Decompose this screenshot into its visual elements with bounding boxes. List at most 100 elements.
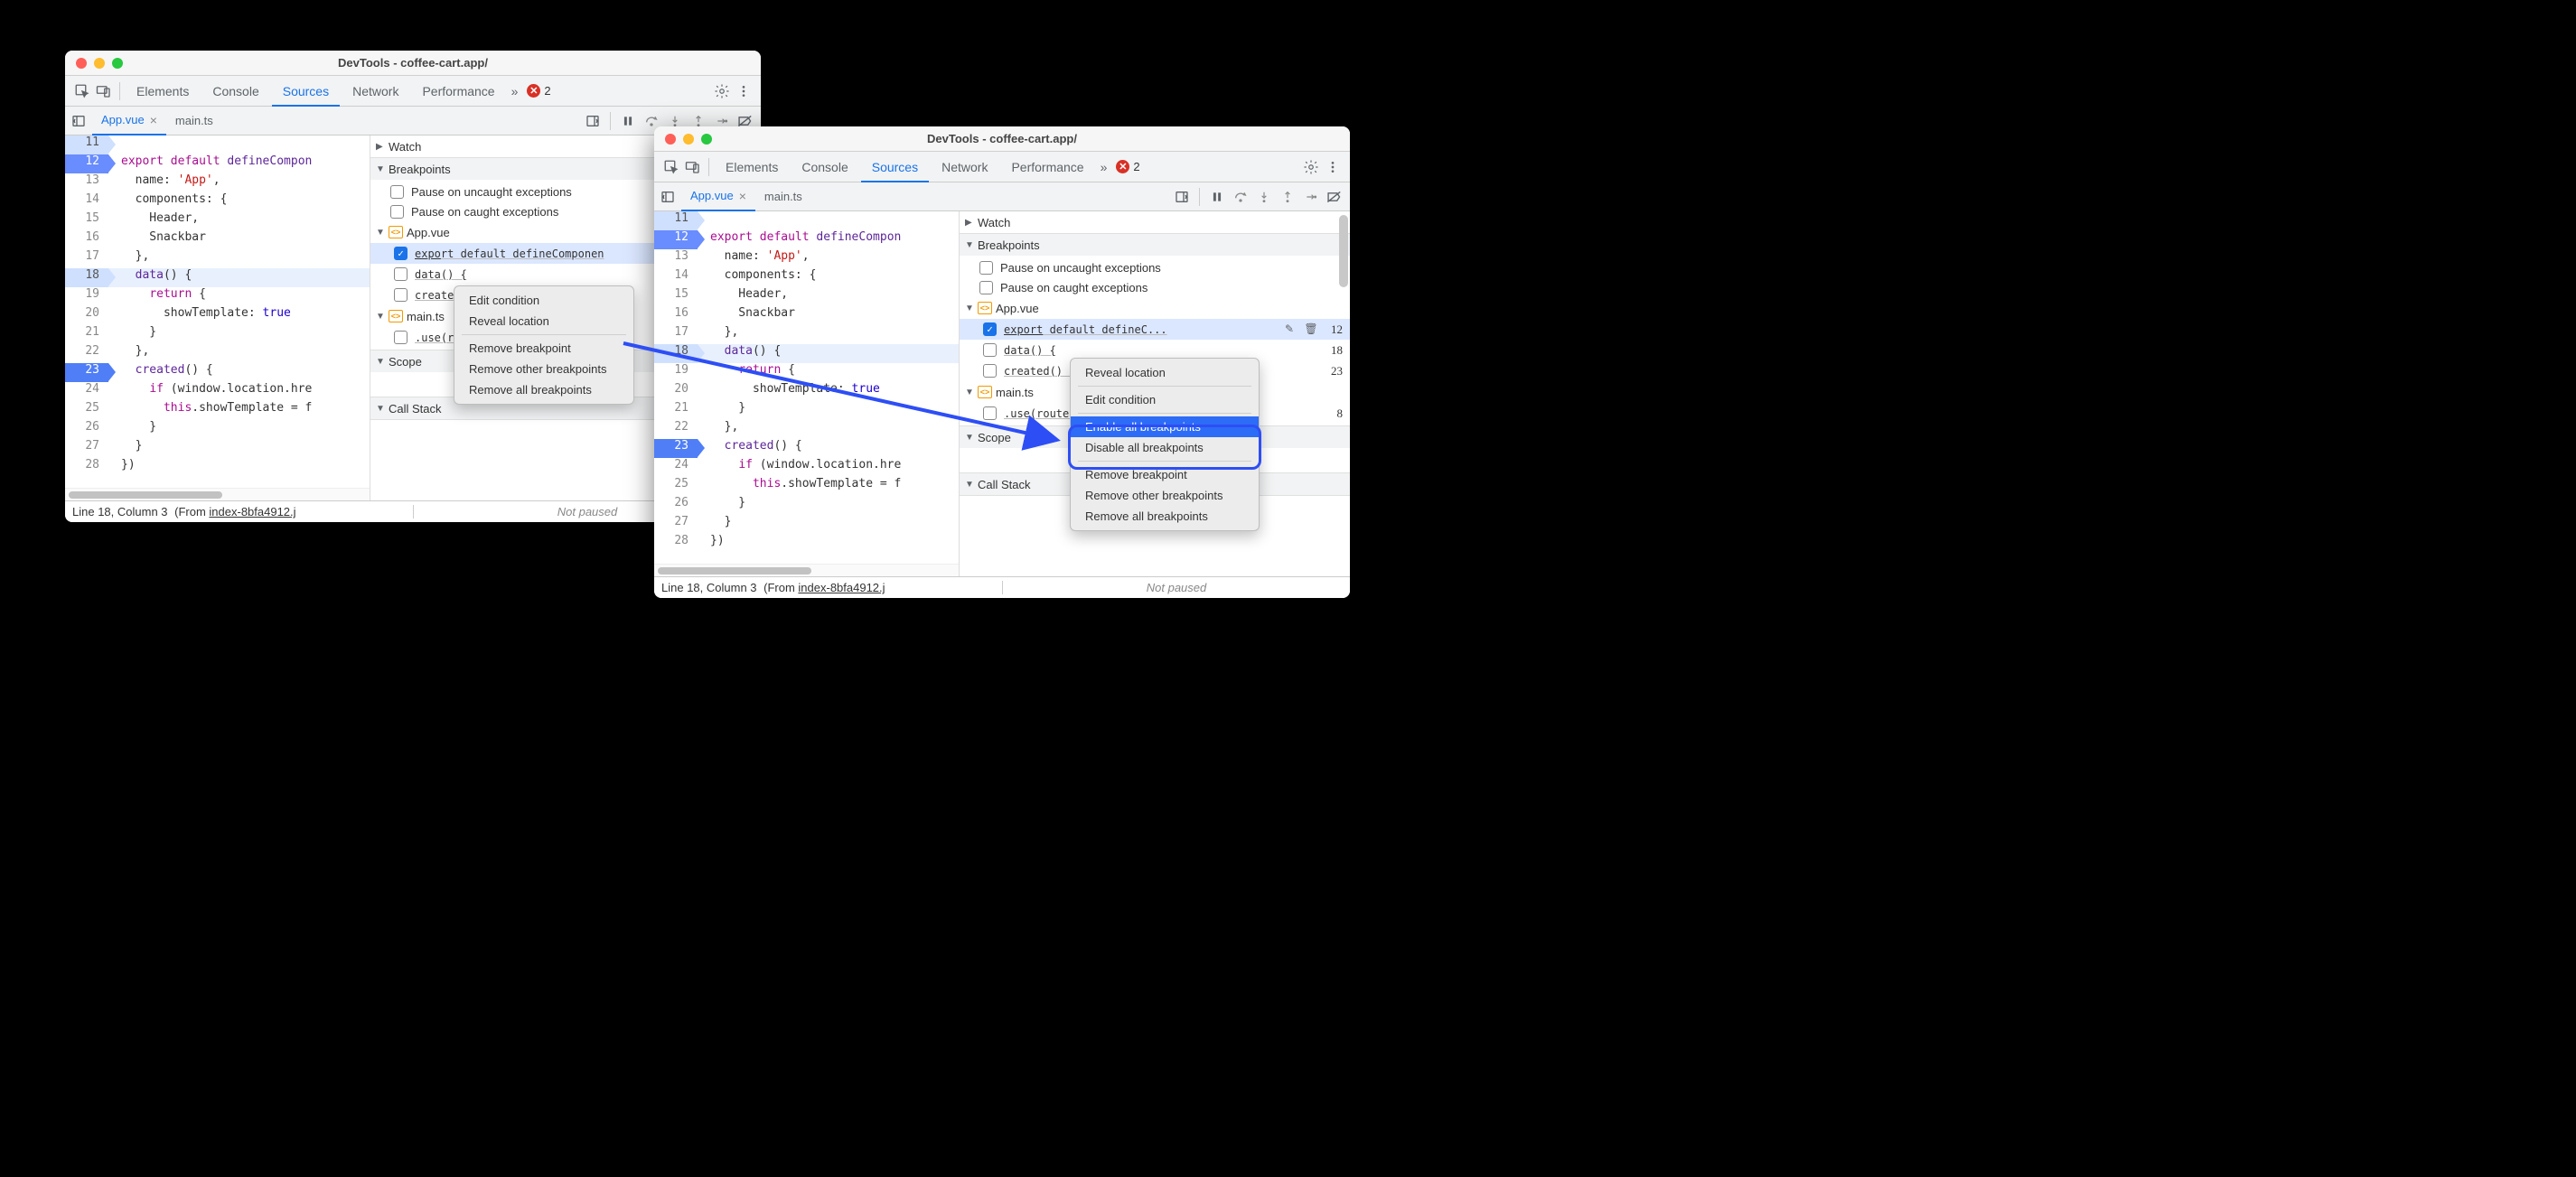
kebab-icon[interactable] — [1323, 157, 1343, 177]
tab-performance[interactable]: Performance — [1000, 152, 1094, 182]
checkbox-icon[interactable] — [394, 288, 407, 302]
vscrollbar[interactable] — [1339, 215, 1348, 287]
tab-network[interactable]: Network — [931, 152, 998, 182]
menu-item[interactable]: Remove all breakpoints — [454, 379, 633, 400]
hscrollbar[interactable] — [654, 564, 959, 576]
gear-icon[interactable] — [712, 81, 732, 101]
titlebar: DevTools - coffee-cart.app/ — [654, 126, 1350, 152]
file-tab-app[interactable]: App.vue × — [92, 107, 166, 135]
file-tabs: App.vue× main.ts — [654, 182, 1350, 211]
step-over-icon[interactable] — [1231, 187, 1251, 207]
close-icon[interactable]: × — [739, 182, 746, 210]
tab-network[interactable]: Network — [342, 76, 409, 107]
cursor-position: Line 18, Column 3 — [72, 505, 168, 518]
window-title: DevTools - coffee-cart.app/ — [65, 56, 761, 70]
kebab-icon[interactable] — [734, 81, 754, 101]
checkbox-icon[interactable] — [979, 281, 993, 294]
more-tabs-icon[interactable]: » — [1097, 160, 1111, 174]
file-tab-main[interactable]: main.ts — [755, 182, 811, 211]
checkbox-icon[interactable] — [394, 331, 407, 344]
editor-pane: 1112export default defineCompon13 name: … — [65, 135, 370, 500]
menu-item[interactable]: Reveal location — [454, 311, 633, 332]
pause-icon[interactable] — [618, 111, 638, 131]
checkbox-icon[interactable]: ✓ — [394, 247, 407, 260]
device-icon[interactable] — [94, 81, 114, 101]
navigator-toggle-icon[interactable] — [654, 182, 681, 210]
zoom-icon[interactable] — [701, 134, 712, 145]
minimize-icon[interactable] — [94, 58, 105, 69]
tab-console[interactable]: Console — [201, 76, 269, 107]
menu-item[interactable]: Remove breakpoint — [1071, 464, 1259, 485]
close-icon[interactable] — [76, 58, 87, 69]
tab-sources[interactable]: Sources — [272, 76, 340, 107]
tab-console[interactable]: Console — [791, 152, 858, 182]
checkbox-icon[interactable] — [979, 261, 993, 275]
menu-item[interactable]: Edit condition — [454, 290, 633, 311]
panel-tabs: Elements Console Sources Network Perform… — [65, 76, 761, 107]
edit-icon[interactable]: ✎ — [1282, 322, 1297, 336]
code-area[interactable]: 1112export default defineCompon13 name: … — [654, 211, 959, 564]
menu-item[interactable]: Remove other breakpoints — [1071, 485, 1259, 506]
deactivate-bp-icon[interactable] — [1325, 187, 1344, 207]
status-bar: Line 18, Column 3 (From index-8bfa4912.j… — [654, 576, 1350, 598]
step-into-icon[interactable] — [1254, 187, 1274, 207]
error-badge[interactable]: ✕2 — [1112, 160, 1143, 173]
editor-pane: 1112export default defineCompon13 name: … — [654, 211, 960, 576]
menu-item[interactable]: Edit condition — [1071, 389, 1259, 410]
checkbox-icon[interactable] — [390, 185, 404, 199]
bp-file-app[interactable]: ▼<>App.vue — [960, 297, 1350, 319]
menu-item[interactable]: Remove other breakpoints — [454, 359, 633, 379]
menu-item[interactable]: Remove all breakpoints — [1071, 506, 1259, 527]
tab-elements[interactable]: Elements — [715, 152, 789, 182]
navigator-toggle-icon[interactable] — [65, 107, 92, 135]
cursor-position: Line 18, Column 3 — [661, 581, 757, 594]
source-map-from: (From index-8bfa4912.j — [172, 505, 296, 518]
step-icon[interactable] — [1301, 187, 1321, 207]
step-out-icon[interactable] — [1278, 187, 1297, 207]
traffic-lights — [654, 134, 712, 145]
pause-caught-row[interactable]: Pause on caught exceptions — [960, 277, 1350, 297]
minimize-icon[interactable] — [683, 134, 694, 145]
inspect-icon[interactable] — [661, 157, 681, 177]
breakpoints-header[interactable]: ▼Breakpoints — [960, 234, 1350, 256]
watch-pane: ▶Watch — [960, 211, 1350, 234]
debugger-toolbar — [1172, 187, 1350, 207]
debugger-toggle-icon[interactable] — [1172, 187, 1192, 207]
checkbox-icon[interactable] — [983, 343, 997, 357]
bp-item[interactable]: ✓ export default defineC... ✎ 🗑 12 — [960, 319, 1350, 340]
error-badge[interactable]: ✕ 2 — [523, 84, 554, 98]
checkbox-icon[interactable] — [983, 364, 997, 378]
inspect-icon[interactable] — [72, 81, 92, 101]
menu-item[interactable]: Disable all breakpoints — [1071, 437, 1259, 458]
code-area[interactable]: 1112export default defineCompon13 name: … — [65, 135, 370, 488]
tab-performance[interactable]: Performance — [411, 76, 505, 107]
menu-item[interactable]: Remove breakpoint — [454, 338, 633, 359]
pause-uncaught-row[interactable]: Pause on uncaught exceptions — [960, 257, 1350, 277]
gear-icon[interactable] — [1301, 157, 1321, 177]
watch-header[interactable]: ▶Watch — [960, 211, 1350, 233]
window-title: DevTools - coffee-cart.app/ — [654, 132, 1350, 145]
close-icon[interactable] — [665, 134, 676, 145]
more-tabs-icon[interactable]: » — [508, 84, 522, 98]
hscrollbar[interactable] — [65, 488, 370, 500]
checkbox-icon[interactable]: ✓ — [983, 322, 997, 336]
pause-icon[interactable] — [1207, 187, 1227, 207]
checkbox-icon[interactable] — [983, 406, 997, 420]
menu-item[interactable]: Enable all breakpoints — [1071, 416, 1259, 437]
delete-icon[interactable]: 🗑 — [1304, 322, 1318, 336]
checkbox-icon[interactable] — [394, 267, 407, 281]
tab-elements[interactable]: Elements — [126, 76, 200, 107]
context-menu: Edit conditionReveal location Remove brea… — [454, 285, 634, 405]
traffic-lights — [65, 58, 123, 69]
tab-sources[interactable]: Sources — [861, 152, 929, 182]
checkbox-icon[interactable] — [390, 205, 404, 219]
device-icon[interactable] — [683, 157, 703, 177]
menu-item[interactable]: Reveal location — [1071, 362, 1259, 383]
zoom-icon[interactable] — [112, 58, 123, 69]
debugger-toggle-icon[interactable] — [583, 111, 603, 131]
file-tab-main[interactable]: main.ts — [166, 107, 222, 135]
file-tab-app[interactable]: App.vue× — [681, 182, 755, 211]
close-icon[interactable]: × — [150, 106, 157, 135]
error-icon: ✕ — [1116, 160, 1129, 173]
file-icon: <> — [978, 386, 992, 398]
